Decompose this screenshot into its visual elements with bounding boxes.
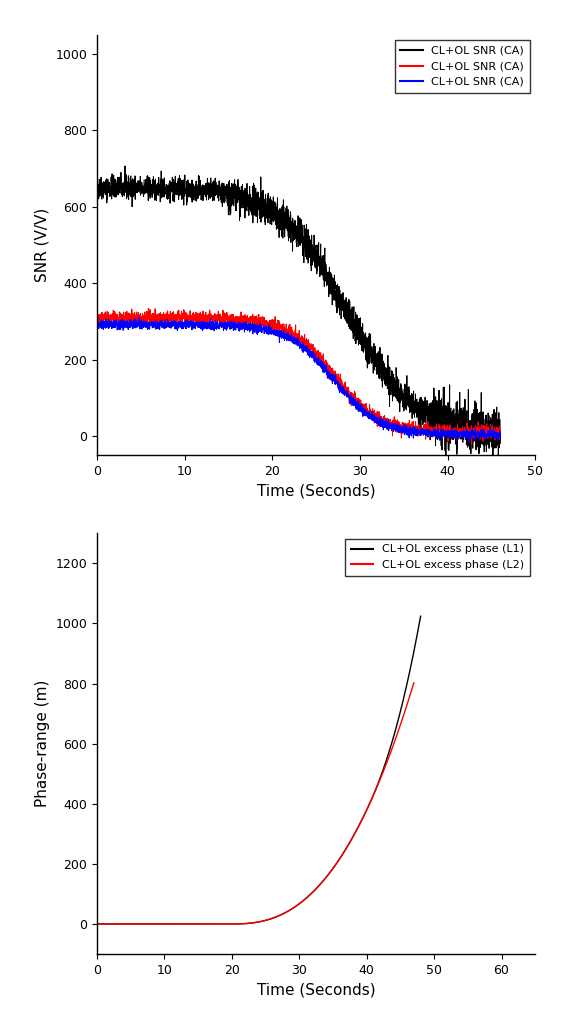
X-axis label: Time (Seconds): Time (Seconds) — [257, 484, 375, 498]
Y-axis label: SNR (V/V): SNR (V/V) — [35, 207, 50, 282]
Legend: CL+OL SNR (CA), CL+OL SNR (CA), CL+OL SNR (CA): CL+OL SNR (CA), CL+OL SNR (CA), CL+OL SN… — [395, 40, 529, 93]
Legend: CL+OL excess phase (L1), CL+OL excess phase (L2): CL+OL excess phase (L1), CL+OL excess ph… — [346, 539, 529, 576]
Y-axis label: Phase-range (m): Phase-range (m) — [35, 680, 50, 807]
X-axis label: Time (Seconds): Time (Seconds) — [257, 982, 375, 997]
